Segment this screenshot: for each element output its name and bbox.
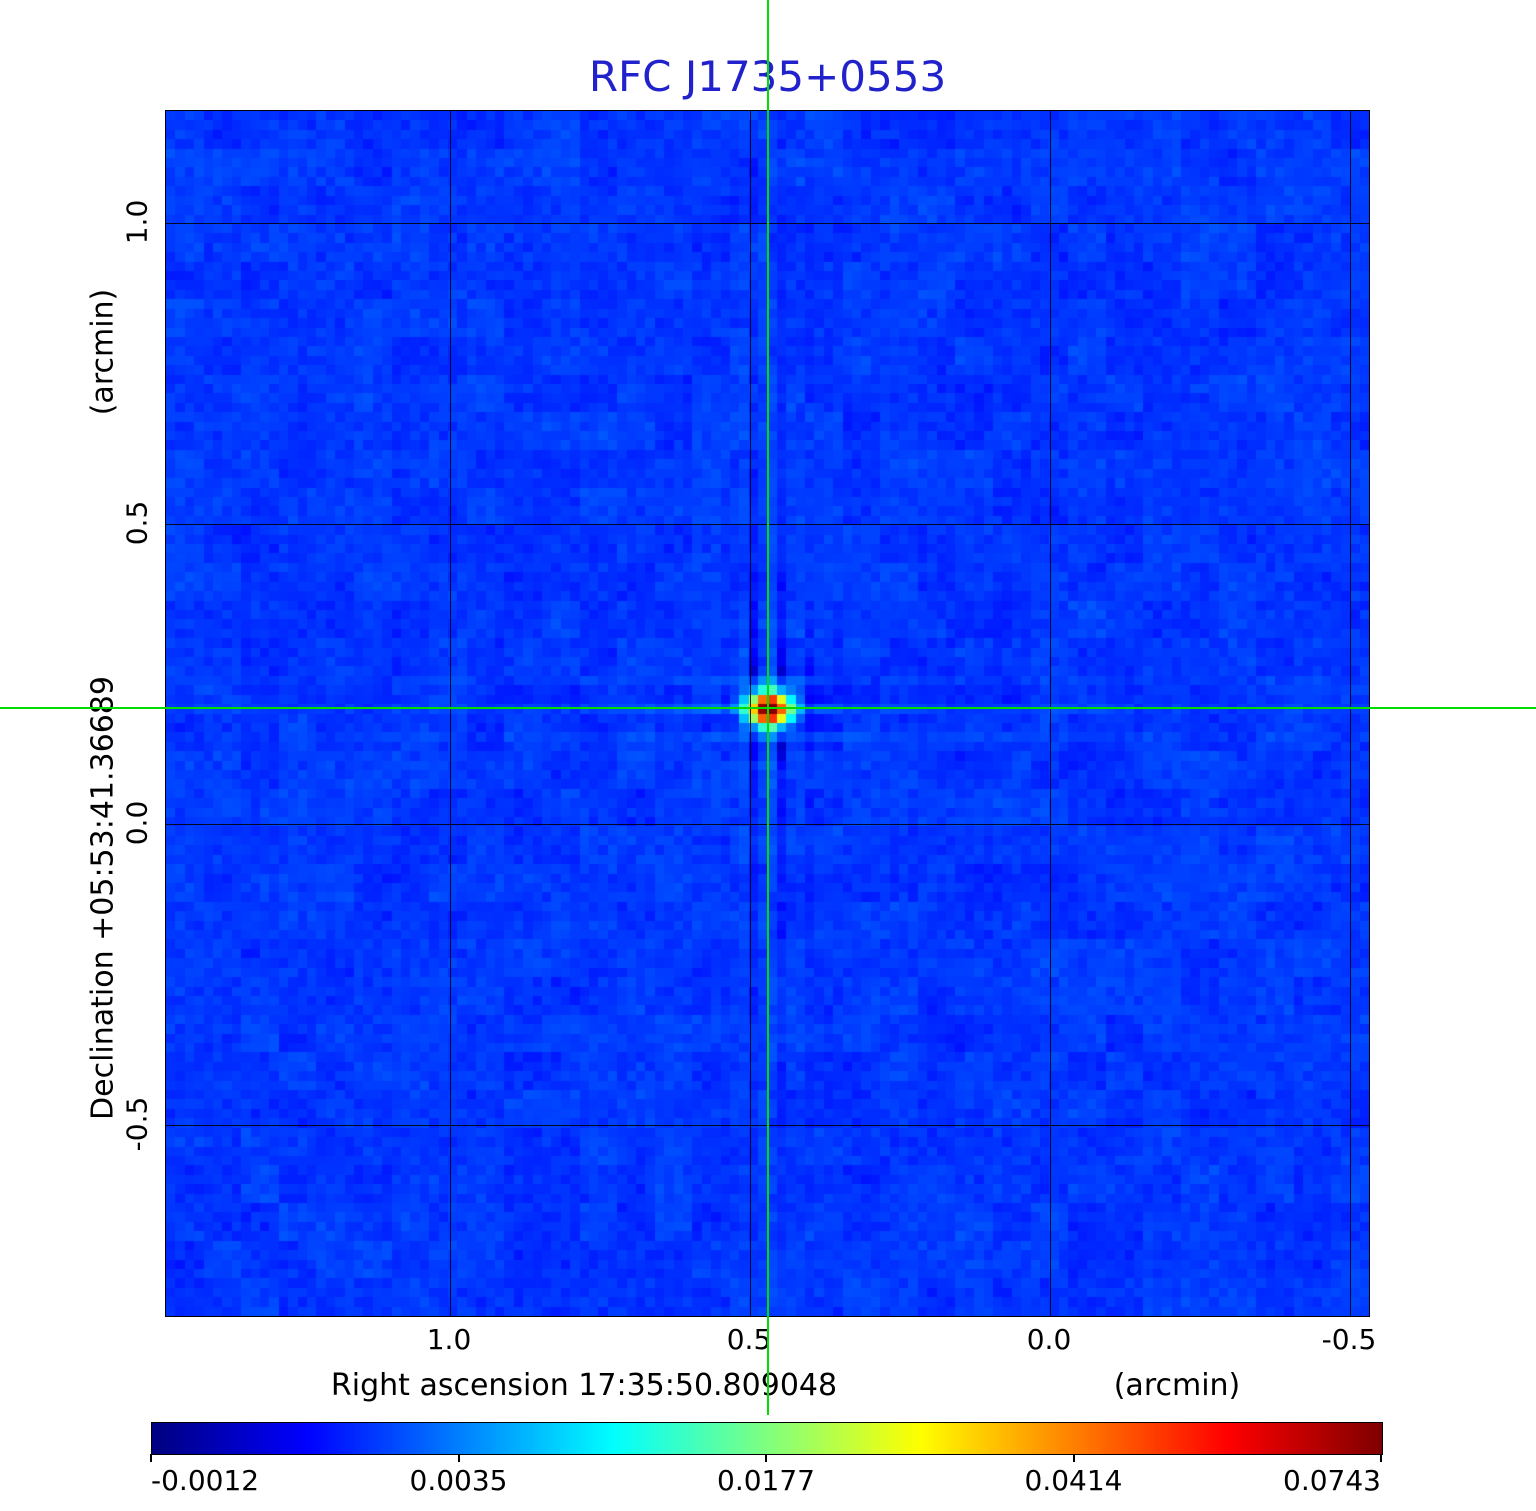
crosshair-horizontal-line [0, 707, 1536, 709]
y-tick-label: 0.0 [120, 800, 154, 846]
gridline-x-0.0 [1050, 111, 1051, 1316]
x-tick-label: 0.0 [1026, 1323, 1072, 1356]
colorbar [151, 1422, 1383, 1455]
x-tick-label: 0.5 [726, 1323, 772, 1356]
y-axis-label: Declination +05:53:41.36689 [85, 676, 121, 1120]
x-axis-unit-label: (arcmin) [1113, 1368, 1241, 1403]
colorbar-tick-label: 0.0414 [1024, 1464, 1123, 1497]
x-tick-label: 1.0 [426, 1323, 472, 1356]
y-tick-label: -0.5 [120, 1096, 154, 1151]
colorbar-tick-label: 0.0177 [717, 1464, 815, 1497]
gridline-x-0.5 [750, 111, 751, 1316]
colorbar-tick [765, 1454, 767, 1462]
y-tick-label: 1.0 [120, 199, 154, 245]
colorbar-tick-label: -0.0012 [151, 1464, 260, 1497]
colorbar-tick [457, 1454, 460, 1462]
colorbar-tick [1072, 1454, 1075, 1462]
y-tick-label: 0.5 [120, 500, 154, 545]
x-axis-label: Right ascension 17:35:50.809048 [330, 1368, 838, 1403]
y-axis-unit-label: (arcmin) [85, 288, 121, 416]
colorbar-tick-label: 0.0035 [409, 1464, 508, 1497]
x-tick-label: -0.5 [1321, 1323, 1377, 1356]
gridline-x-1.0 [450, 111, 451, 1316]
colorbar-gradient-canvas [152, 1423, 1382, 1454]
colorbar-tick [150, 1454, 152, 1462]
gridline-x--0.5 [1350, 111, 1351, 1316]
colorbar-tick-label: 0.0743 [1283, 1464, 1381, 1497]
colorbar-tick [1380, 1454, 1382, 1462]
